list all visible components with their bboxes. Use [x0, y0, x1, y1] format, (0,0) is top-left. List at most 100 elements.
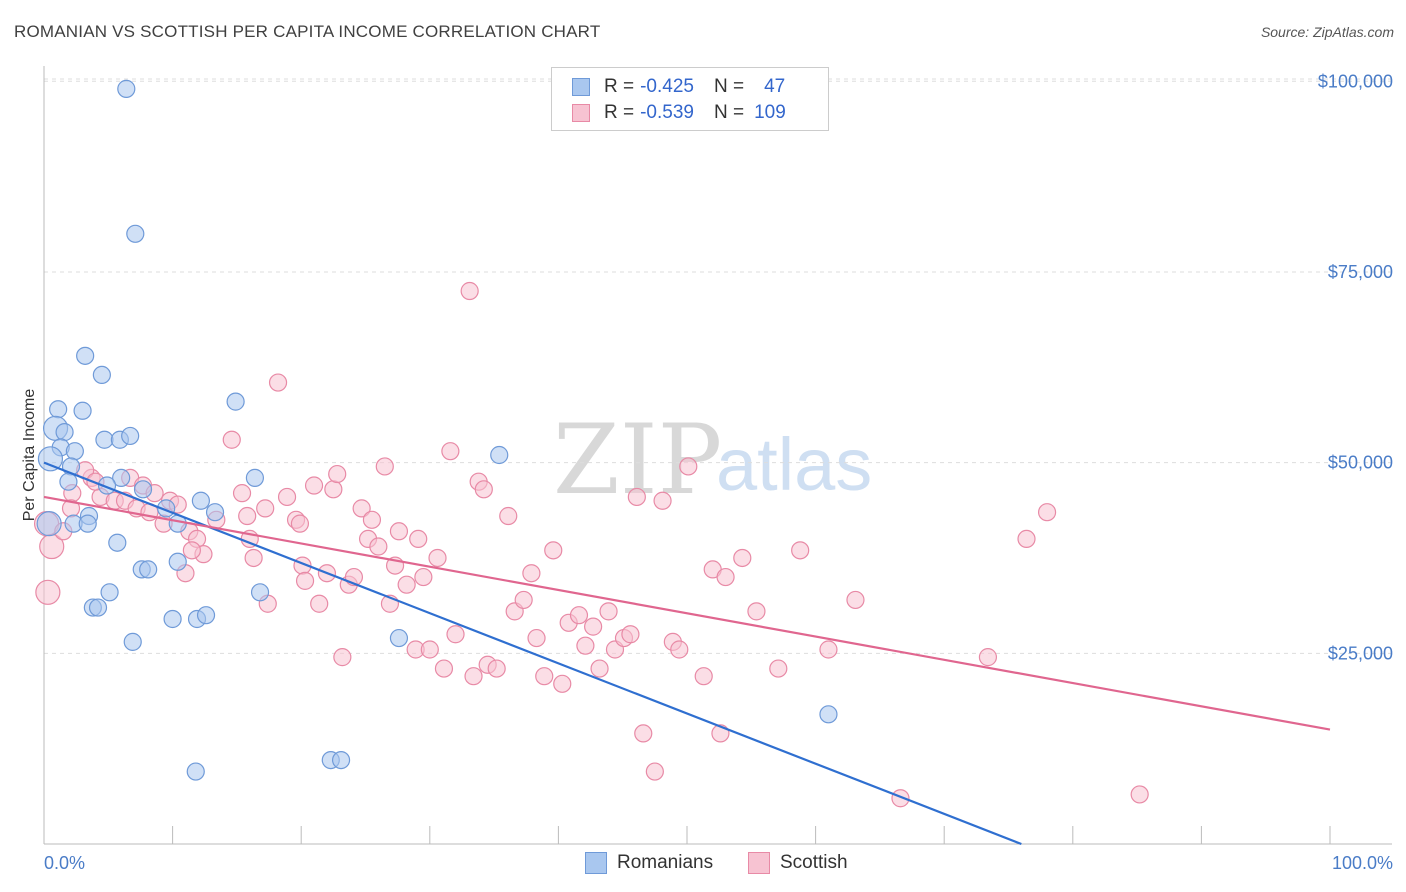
- scottish-point: [553, 674, 572, 693]
- romanian-point: [59, 472, 78, 491]
- scottish-point: [474, 480, 493, 499]
- romanian-point: [133, 480, 153, 499]
- romanian-point: [123, 632, 142, 651]
- scottish-point: [352, 499, 371, 518]
- romanian-point: [245, 468, 265, 487]
- scottish-point: [397, 575, 416, 594]
- scottish-point: [891, 789, 910, 808]
- romanian-point: [65, 442, 84, 461]
- x-tick-label-end: 100.0%: [1332, 853, 1393, 873]
- scottish-point: [590, 659, 609, 678]
- scottish-point: [978, 648, 998, 667]
- scottish-point: [256, 499, 275, 518]
- scottish-point: [514, 590, 533, 610]
- scottish-point: [441, 442, 460, 461]
- legend-swatch-scottish: [748, 852, 770, 874]
- scottish-point: [414, 567, 433, 587]
- scottish-point: [290, 514, 310, 533]
- scottish-point: [182, 541, 201, 560]
- scottish-point: [295, 571, 315, 590]
- romanian-point: [78, 514, 97, 533]
- scottish-point: [569, 606, 589, 625]
- scottish-point: [238, 506, 257, 526]
- legend-n-label: N =: [713, 76, 745, 97]
- scottish-point: [653, 491, 672, 510]
- scottish-point: [1017, 529, 1036, 549]
- scottish-point: [716, 567, 735, 587]
- legend-n-value: 47: [764, 76, 786, 97]
- scottish-point: [846, 590, 865, 610]
- scottish-point: [522, 564, 541, 583]
- scottish-point: [222, 430, 241, 449]
- scottish-point: [310, 594, 329, 613]
- romanian-point: [117, 79, 136, 98]
- legend-item-romanians[interactable]: Romanians: [585, 852, 713, 874]
- legend-r-value: -0.425: [640, 76, 694, 97]
- romanian-point: [37, 446, 64, 472]
- scottish-point: [733, 548, 752, 568]
- scottish-point: [460, 281, 479, 301]
- tick-labels: $25,000 $50,000 $75,000 $100,000 0.0% 100.0%: [44, 71, 1393, 873]
- romanian-point: [88, 598, 108, 617]
- scottish-point: [576, 636, 595, 655]
- scottish-point: [599, 602, 618, 621]
- romanian-point: [163, 609, 182, 629]
- romanian-point: [490, 445, 509, 465]
- scottish-points: [33, 281, 1149, 808]
- legend-r-label: R =: [604, 76, 635, 97]
- scottish-point: [369, 537, 388, 556]
- romanian-point: [186, 762, 205, 781]
- romanian-point: [331, 750, 351, 770]
- scottish-point: [584, 617, 603, 636]
- romanian-point: [73, 401, 92, 420]
- romanian-point: [112, 468, 131, 487]
- scottish-point: [446, 625, 465, 644]
- romanian-point: [226, 392, 245, 411]
- scottish-point: [627, 487, 646, 507]
- watermark-atlas: atlas: [716, 423, 872, 506]
- scottish-point: [324, 480, 343, 499]
- scottish-point: [268, 373, 288, 392]
- scottish-point: [769, 659, 788, 678]
- romanian-point: [95, 430, 114, 449]
- scottish-point: [487, 659, 506, 678]
- legend-swatch-romanians: [572, 78, 590, 96]
- y-tick-label: $50,000: [1328, 453, 1393, 473]
- romanian-point: [76, 346, 95, 365]
- scottish-point: [791, 541, 810, 560]
- legend-row-scottish: R = -0.539 N = 109: [572, 101, 786, 125]
- scottish-point: [527, 628, 546, 648]
- romanian-point: [205, 503, 225, 522]
- scottish-point: [304, 476, 324, 495]
- trend-lines: [43, 461, 1331, 846]
- series-legend: Romanians Scottish: [0, 852, 1406, 878]
- scottish-point: [232, 484, 252, 503]
- legend-r-value: -0.539: [640, 102, 694, 123]
- scottish-point: [389, 522, 409, 541]
- legend-label-romanians: Romanians: [617, 852, 714, 873]
- romanian-point: [108, 533, 127, 552]
- romanian-point: [819, 705, 838, 724]
- romanian-point: [36, 511, 62, 537]
- legend-row-romanians: R = -0.425 N = 47: [572, 75, 785, 99]
- scottish-point: [464, 667, 483, 686]
- romanian-point: [49, 400, 68, 419]
- scottish-point: [35, 579, 61, 605]
- romanian-point: [92, 365, 111, 385]
- y-tick-label: $25,000: [1328, 643, 1393, 663]
- legend-r-label: R =: [604, 102, 635, 123]
- romanian-point: [389, 628, 409, 648]
- scottish-point: [328, 464, 347, 484]
- scottish-point: [499, 506, 518, 526]
- scottish-point: [1037, 503, 1057, 522]
- scottish-point: [244, 548, 263, 568]
- scottish-point: [819, 640, 838, 659]
- legend-item-scottish[interactable]: Scottish: [748, 852, 848, 874]
- romanian-point: [191, 491, 210, 510]
- legend-swatch-scottish: [572, 104, 590, 122]
- scottish-point: [277, 487, 297, 507]
- legend-swatch-romanians: [585, 852, 607, 874]
- legend-n-label: N =: [713, 102, 745, 123]
- chart-title: ROMANIAN VS SCOTTISH PER CAPITA INCOME C…: [14, 22, 601, 41]
